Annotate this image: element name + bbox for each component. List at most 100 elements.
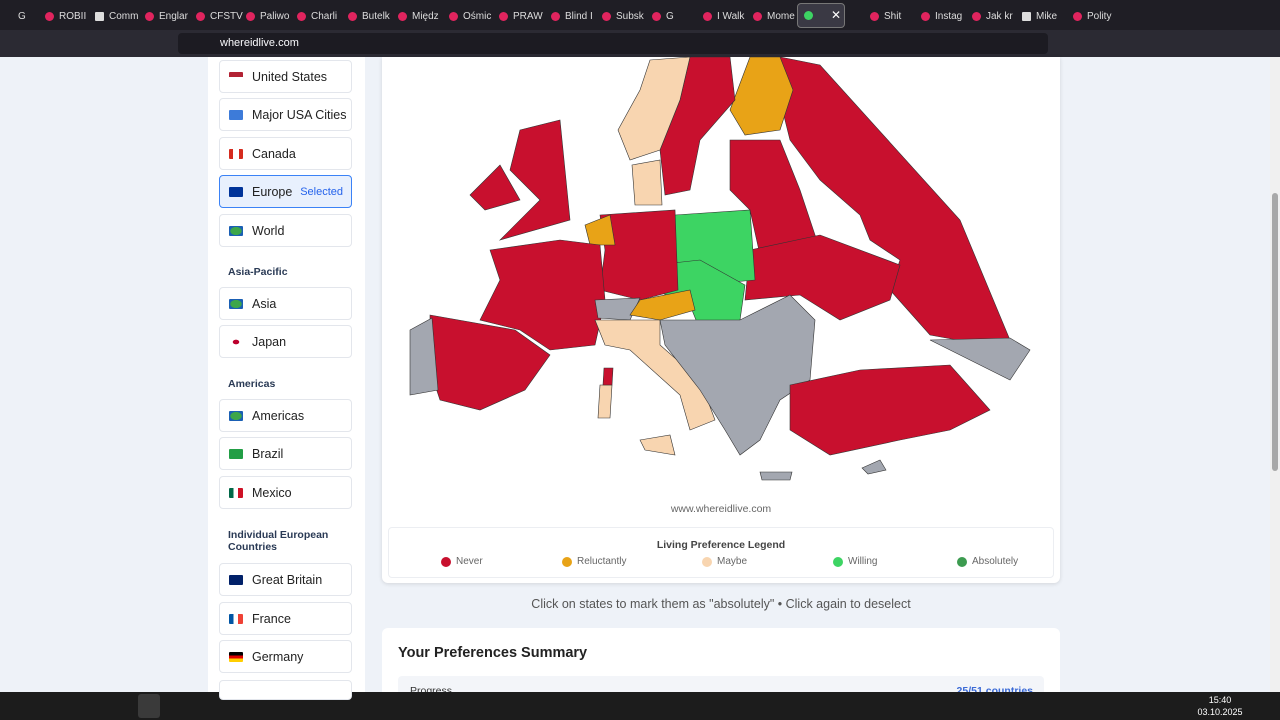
item-label: Europe [252, 184, 293, 199]
tab[interactable]: PRAW [499, 8, 543, 24]
country[interactable] [617, 57, 691, 161]
tab-icon [753, 11, 762, 21]
scrollbar[interactable] [1270, 57, 1280, 692]
flag [229, 336, 243, 347]
tab[interactable]: Englar [145, 8, 188, 24]
tab-title: Jak kr [986, 10, 1013, 22]
country[interactable] [602, 367, 614, 386]
country[interactable] [639, 434, 676, 456]
tab[interactable]: Ośmic [449, 8, 491, 24]
tab[interactable]: Jak kr [972, 8, 1013, 24]
clock-time: 15:40 [1208, 695, 1232, 705]
country[interactable] [789, 364, 991, 456]
item-badge: Selected [300, 185, 343, 198]
tab-icon [246, 11, 255, 21]
country[interactable] [759, 471, 793, 481]
country[interactable] [729, 57, 794, 136]
tab-title: I Walk [717, 10, 745, 22]
tab-title: G [18, 10, 26, 22]
tab[interactable]: G [652, 8, 674, 24]
item-label: World [252, 223, 285, 238]
country[interactable] [631, 159, 663, 206]
tab[interactable]: G [18, 8, 26, 24]
country[interactable] [409, 317, 439, 396]
tab-icon [972, 11, 981, 21]
legend-dot [833, 557, 843, 567]
country[interactable] [479, 239, 606, 351]
sidebar-item[interactable]: Germany [219, 640, 352, 673]
tab-icon [499, 11, 508, 21]
sidebar-item[interactable]: France [219, 602, 352, 635]
tab-title: Blind I [565, 10, 593, 22]
item-label: Asia [252, 296, 277, 311]
taskbar-active-app[interactable] [138, 694, 160, 718]
tab[interactable]: Charli [297, 8, 337, 24]
tab-title: Englar [159, 10, 188, 22]
country[interactable] [629, 289, 696, 321]
item-label: Major USA Cities [252, 107, 347, 122]
country[interactable] [498, 119, 571, 241]
item-label: Canada [252, 146, 296, 161]
tab-icon [602, 11, 611, 21]
tab-title: Ośmic [463, 10, 492, 22]
tab-title: G [666, 10, 674, 22]
country[interactable] [861, 459, 887, 475]
tab[interactable]: Shit [870, 8, 901, 24]
tab-icon [551, 11, 560, 21]
tab[interactable]: Mome [753, 8, 795, 24]
tab[interactable]: Butelk [348, 8, 390, 24]
tab-title: Polity [1087, 10, 1112, 22]
country[interactable] [469, 164, 521, 211]
sidebar-item[interactable]: Americas [219, 399, 352, 432]
tab[interactable]: Międz [398, 8, 439, 24]
active-tab[interactable]: ✕ [797, 3, 845, 28]
tab[interactable]: Instag [921, 8, 962, 24]
tab-title: Butelk [362, 10, 390, 22]
sidebar-item[interactable]: World [219, 214, 352, 247]
tab[interactable]: Blind I [551, 8, 593, 24]
tab-icon [348, 11, 357, 21]
flag [229, 186, 243, 197]
tab[interactable]: CFSTV [196, 8, 243, 24]
tab[interactable]: ROBII [45, 8, 86, 24]
tab[interactable]: Subsk [602, 8, 644, 24]
country[interactable] [597, 384, 613, 419]
legend-title: Living Preference Legend [656, 539, 786, 551]
country[interactable] [929, 337, 1031, 381]
country[interactable] [659, 294, 816, 456]
item-label: Japan [252, 334, 287, 349]
tab-icon [652, 11, 661, 21]
tab-icon [398, 11, 407, 21]
country[interactable] [594, 319, 716, 431]
country[interactable] [744, 234, 901, 321]
sidebar-item[interactable]: Japan [219, 325, 352, 358]
section-heading: Asia-Pacific [228, 266, 288, 278]
tab-icon [703, 11, 712, 21]
sidebar-item[interactable]: United States [219, 60, 352, 93]
sidebar-item[interactable]: Mexico [219, 476, 352, 509]
sidebar-item: Europe Selected [219, 175, 352, 208]
tab[interactable]: Paliwo [246, 8, 289, 24]
tab[interactable]: I Walk [703, 8, 744, 24]
item-label: France [252, 611, 291, 626]
sidebar-item[interactable]: Asia [219, 287, 352, 320]
tab[interactable]: Comm [95, 8, 138, 24]
watermark: www.whereidlive.com [670, 503, 772, 515]
instructions: Click on states to mark them as "absolut… [531, 597, 911, 611]
legend-label: Never [456, 556, 483, 567]
sidebar-item[interactable] [219, 680, 352, 700]
legend-dot [441, 557, 451, 567]
url-bar[interactable] [178, 33, 1048, 54]
sidebar-item[interactable]: Major USA Cities [219, 98, 352, 131]
sidebar-item[interactable]: Canada [219, 137, 352, 170]
progress-box [398, 676, 1044, 696]
sidebar-item[interactable]: Brazil [219, 437, 352, 470]
legend [388, 527, 1054, 578]
tab[interactable]: Polity [1073, 8, 1111, 24]
country[interactable] [594, 297, 641, 321]
tab-title: Charli [311, 10, 338, 22]
tab-icon [870, 11, 879, 21]
tab[interactable]: Mike [1022, 8, 1057, 24]
country[interactable] [584, 214, 616, 246]
sidebar-item[interactable]: Great Britain [219, 563, 352, 596]
